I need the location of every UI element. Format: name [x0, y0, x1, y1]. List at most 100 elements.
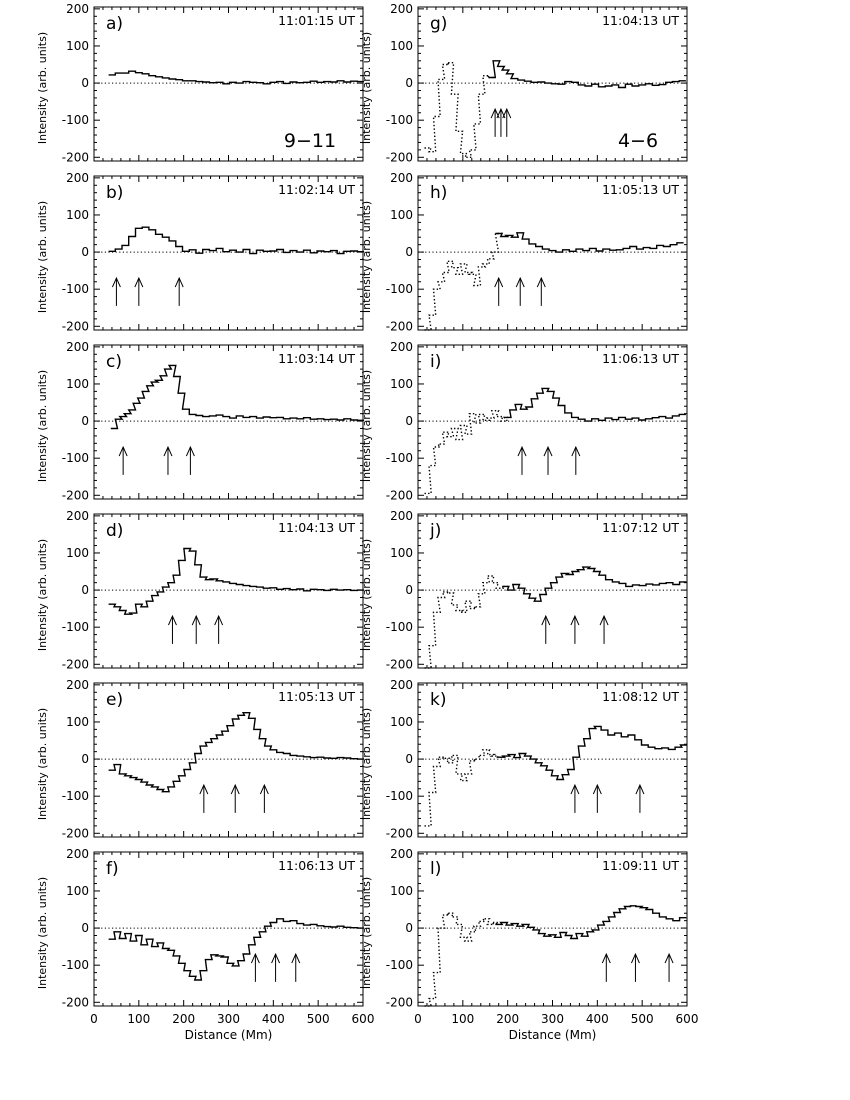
- y-tick-label: 200: [66, 171, 89, 185]
- y-tick-label: -200: [62, 319, 89, 333]
- y-tick-label: 200: [66, 509, 89, 523]
- x-tick-label: 600: [676, 1012, 699, 1026]
- arrow-head: [571, 445, 581, 457]
- y-tick-label: -200: [386, 150, 413, 164]
- x-tick-label: 0: [90, 1012, 98, 1026]
- plot-frame: [93, 682, 364, 838]
- panel-l: -200 -100 0 100 200 0 100 200 300 400 500 600 l) 11:0…: [360, 847, 698, 1042]
- panel-letter: b): [106, 183, 123, 203]
- arrow-head: [259, 783, 269, 795]
- y-axis-title: Intensity (arb. units): [36, 32, 49, 144]
- arrow-head: [541, 614, 551, 626]
- plot-frame: [417, 682, 688, 838]
- y-tick-label: 0: [81, 245, 89, 259]
- y-tick-label: -100: [62, 620, 89, 634]
- arrow-head: [214, 614, 224, 626]
- y-tick-label: -100: [386, 451, 413, 465]
- panel-time: 11:06:13 UT: [278, 858, 355, 873]
- solid-intensity-series: [110, 364, 365, 430]
- y-tick-label: -200: [386, 995, 413, 1009]
- x-tick-label: 100: [451, 1012, 474, 1026]
- panel-time: 11:05:13 UT: [602, 182, 679, 197]
- panel-letter: f): [106, 859, 119, 879]
- panel-time: 11:04:13 UT: [278, 520, 355, 535]
- arrow-head: [230, 783, 240, 795]
- y-axis-title: Intensity (arb. units): [360, 708, 373, 820]
- panel-time: 11:01:15 UT: [278, 13, 355, 28]
- y-axis-title: Intensity (arb. units): [36, 539, 49, 651]
- y-tick-label: 0: [81, 921, 89, 935]
- y-tick-label: 100: [390, 884, 413, 898]
- y-tick-label: -100: [386, 620, 413, 634]
- dotted-intensity-series: [424, 232, 503, 331]
- x-tick-label: 400: [586, 1012, 609, 1026]
- y-tick-label: 100: [66, 208, 89, 222]
- panel-time: 11:03:14 UT: [278, 351, 355, 366]
- y-tick-label: 0: [405, 583, 413, 597]
- dotted-intensity-series: [424, 575, 509, 669]
- y-tick-label: 200: [390, 171, 413, 185]
- arrow-head: [271, 952, 281, 964]
- solid-intensity-series: [108, 547, 365, 615]
- arrow-head: [502, 107, 512, 119]
- y-tick-label: -200: [62, 488, 89, 502]
- plot-frame: [93, 175, 364, 331]
- y-axis-title: Intensity (arb. units): [36, 877, 49, 989]
- panel-letter: l): [430, 859, 441, 879]
- arrow-head: [199, 783, 209, 795]
- x-tick-label: 400: [262, 1012, 285, 1026]
- panel-time: 11:05:13 UT: [278, 689, 355, 704]
- up-arrow-marker: [259, 783, 269, 813]
- y-tick-label: 0: [405, 76, 413, 90]
- y-tick-label: 100: [390, 377, 413, 391]
- y-axis-title: Intensity (arb. units): [360, 877, 373, 989]
- up-arrow-marker: [174, 276, 184, 306]
- arrow-head: [630, 952, 640, 964]
- plot-frame: [93, 851, 364, 1007]
- panel-time: 11:06:13 UT: [602, 351, 679, 366]
- solid-intensity-series: [108, 70, 365, 85]
- arrow-head: [664, 952, 674, 964]
- x-axis-title: Distance (Mm): [185, 1028, 273, 1042]
- arrow-head: [250, 952, 260, 964]
- y-axis-title: Intensity (arb. units): [360, 370, 373, 482]
- x-tick-label: 100: [127, 1012, 150, 1026]
- y-tick-label: -200: [62, 826, 89, 840]
- solid-intensity-series: [502, 566, 687, 602]
- up-arrow-marker: [271, 952, 281, 982]
- panel-time: 11:07:12 UT: [602, 520, 679, 535]
- y-tick-label: 0: [405, 414, 413, 428]
- y-tick-label: 100: [66, 884, 89, 898]
- panel-k: -200 -100 0 100 200 k) 11:08:12 UT Intensity (a…: [360, 678, 688, 840]
- x-tick-label: 500: [307, 1012, 330, 1026]
- up-arrow-marker: [536, 276, 546, 306]
- up-arrow-marker: [214, 614, 224, 644]
- solid-intensity-series: [495, 905, 687, 940]
- up-arrow-marker: [571, 445, 581, 475]
- arrow-head: [168, 614, 177, 626]
- x-tick-label: 300: [541, 1012, 564, 1026]
- y-tick-label: 0: [405, 921, 413, 935]
- y-tick-label: 0: [81, 76, 89, 90]
- y-tick-label: 200: [66, 847, 89, 861]
- arrow-head: [515, 276, 525, 288]
- panel-b: -200 -100 0 100 200 b) 11:02:14 UT Intensity (a…: [36, 171, 365, 333]
- y-tick-label: -100: [62, 958, 89, 972]
- y-tick-label: -100: [386, 282, 413, 296]
- arrow-head: [599, 614, 609, 626]
- arrow-head: [494, 276, 504, 288]
- up-arrow-marker: [502, 107, 512, 137]
- group-label-right: 4−6: [618, 130, 658, 152]
- y-tick-label: 0: [405, 752, 413, 766]
- y-tick-label: 0: [81, 414, 89, 428]
- panel-letter: d): [106, 521, 123, 541]
- y-tick-label: 200: [390, 847, 413, 861]
- solid-intensity-series: [108, 918, 365, 981]
- arrow-head: [517, 445, 527, 457]
- x-tick-label: 600: [352, 1012, 375, 1026]
- up-arrow-marker: [635, 783, 645, 813]
- y-tick-label: 100: [390, 546, 413, 560]
- plot-frame: [93, 513, 364, 669]
- y-tick-label: -100: [62, 451, 89, 465]
- y-tick-label: 200: [66, 340, 89, 354]
